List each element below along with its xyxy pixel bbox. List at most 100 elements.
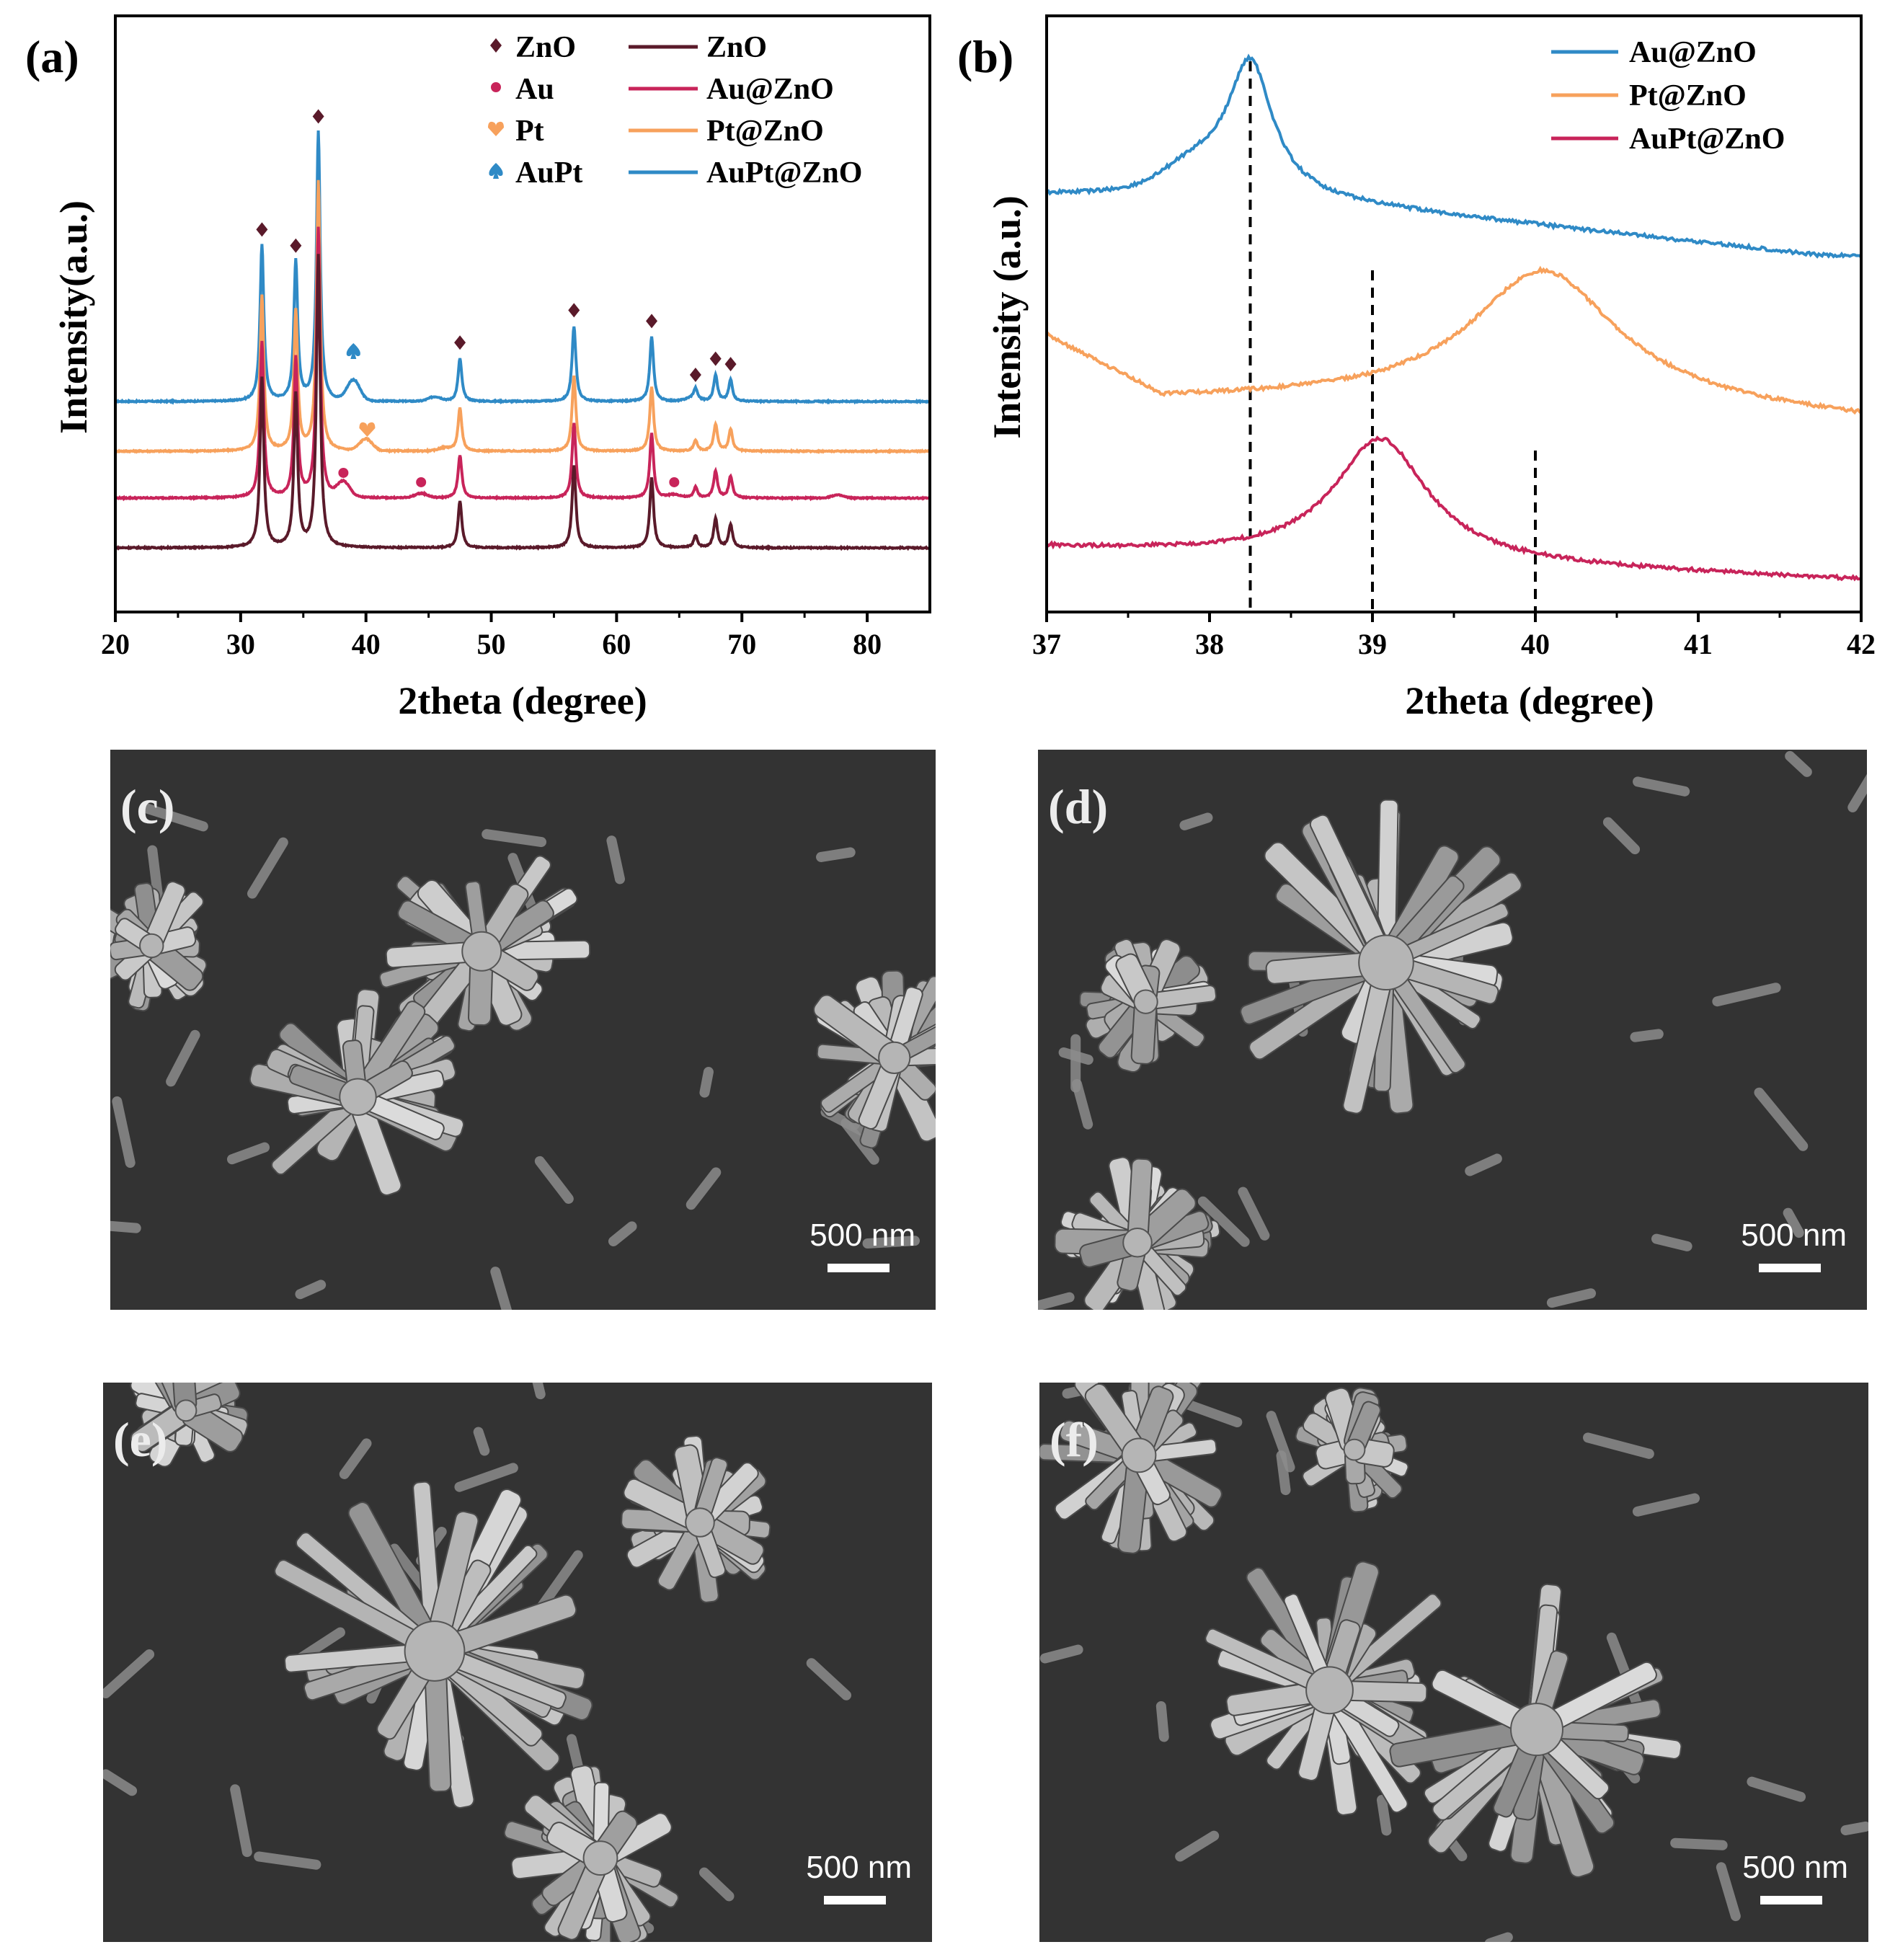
legend-marker-zno bbox=[490, 38, 502, 53]
marker-au-11 bbox=[669, 476, 680, 487]
sem-loose-rod bbox=[103, 1769, 138, 1796]
sem-loose-rod bbox=[454, 1463, 518, 1492]
panel-label-a: (a) bbox=[25, 31, 79, 82]
sem-loose-rod bbox=[1484, 1932, 1513, 1942]
sem-loose-rod bbox=[339, 1438, 372, 1479]
sem-loose-rod bbox=[1174, 1396, 1243, 1428]
sem-image-e: (e) 500 nm bbox=[103, 1383, 932, 1942]
sem-cluster-core bbox=[1133, 989, 1158, 1014]
legend-line-label: Pt@ZnO bbox=[1629, 79, 1747, 112]
legend-marker-label: ZnO bbox=[515, 31, 576, 64]
series-line-au-at-zno bbox=[1046, 53, 1863, 259]
sem-cluster-core bbox=[1122, 1227, 1153, 1258]
scale-label-d: 500 nm bbox=[1741, 1218, 1847, 1253]
sem-loose-rod bbox=[698, 1867, 735, 1902]
sem-loose-rod bbox=[1633, 776, 1690, 797]
sem-loose-rod bbox=[226, 1142, 270, 1165]
marker-zno-1 bbox=[290, 238, 302, 253]
x-tick-label-a: 50 bbox=[477, 628, 506, 660]
marker-zno-2 bbox=[312, 109, 324, 124]
sem-cluster-core bbox=[878, 1041, 911, 1074]
sem-loose-rod bbox=[534, 1156, 574, 1204]
sem-loose-rod bbox=[1630, 1029, 1664, 1042]
sem-loose-rod bbox=[606, 835, 625, 884]
sem-loose-rod bbox=[1712, 983, 1781, 1007]
sem-loose-rod bbox=[139, 802, 208, 832]
sem-loose-rod bbox=[1070, 1034, 1081, 1093]
legend-line-label: ZnO bbox=[706, 31, 767, 64]
sem-loose-rod bbox=[535, 1550, 583, 1614]
x-tick-label-a: 20 bbox=[101, 628, 130, 660]
sem-loose-rod bbox=[110, 1220, 141, 1233]
sem-cluster-core bbox=[1510, 1703, 1563, 1757]
sem-loose-rod bbox=[806, 1658, 852, 1700]
marker-zno-0 bbox=[256, 222, 268, 237]
marker-zno-6 bbox=[689, 368, 701, 383]
sem-loose-rod bbox=[490, 1267, 517, 1310]
legend-line-label: Au@ZnO bbox=[1629, 36, 1757, 69]
marker-zno-8 bbox=[724, 357, 737, 372]
series-line-aupt-at-zno bbox=[115, 130, 931, 405]
sem-loose-rod bbox=[473, 1427, 490, 1456]
sem-loose-rod bbox=[1583, 1432, 1654, 1459]
x-axis-label-b: 2theta (degree) bbox=[1405, 679, 1654, 722]
xrd-chart-a: (a) 20 30 40 50 60 70 80 2theta (degree) Inten… bbox=[25, 14, 931, 722]
sem-rods-c bbox=[110, 750, 936, 1310]
x-axis-label-a: 2theta (degree) bbox=[398, 679, 647, 722]
sem-loose-rod bbox=[112, 1096, 136, 1169]
sem-loose-rod bbox=[1197, 1196, 1250, 1247]
sem-image-d: (d) 500 nm bbox=[1038, 750, 1867, 1310]
sem-cluster-core bbox=[685, 1507, 715, 1538]
series-line-pt-at-zno bbox=[1045, 265, 1863, 415]
legend-marker-label: AuPt bbox=[515, 156, 582, 190]
sem-loose-rod bbox=[1783, 1207, 1804, 1238]
marker-au-10 bbox=[416, 476, 427, 487]
legend-line-label: Pt@ZnO bbox=[706, 115, 824, 148]
series-line-zno bbox=[115, 254, 931, 551]
sem-loose-rod bbox=[862, 1236, 920, 1249]
x-tick-label-a: 80 bbox=[853, 628, 882, 660]
sem-cluster-core bbox=[404, 1620, 466, 1682]
x-tick-label-a: 60 bbox=[602, 628, 631, 660]
legend-marker-label: Pt bbox=[515, 115, 544, 148]
marker-aupt-13 bbox=[346, 343, 360, 359]
sem-loose-rod bbox=[1670, 1837, 1728, 1850]
sem-loose-rod bbox=[686, 1167, 722, 1210]
sem-loose-rod bbox=[1747, 1776, 1806, 1802]
sem-loose-rod bbox=[147, 845, 164, 911]
sem-loose-rod bbox=[608, 1221, 637, 1247]
marker-pt-12 bbox=[359, 422, 376, 438]
sem-loose-rod bbox=[531, 1383, 546, 1400]
sem-cluster-core bbox=[1343, 1438, 1366, 1461]
sem-cluster-core bbox=[139, 933, 164, 959]
sem-cluster-core bbox=[1305, 1666, 1354, 1715]
scale-bar-e bbox=[824, 1896, 886, 1904]
sem-loose-rod bbox=[1632, 1493, 1700, 1517]
x-tick-label-b: 42 bbox=[1847, 628, 1876, 660]
sem-loose-rod bbox=[1602, 817, 1641, 855]
sem-cluster-core bbox=[1121, 1437, 1157, 1473]
sem-loose-rod bbox=[482, 829, 547, 848]
xrd-chart-b: (b) 37 38 39 40 41 42 2theta (degree) Intensi… bbox=[957, 14, 1876, 722]
scale-label-e: 500 nm bbox=[806, 1850, 912, 1885]
x-tick-label-b: 37 bbox=[1032, 628, 1061, 660]
sem-loose-rod bbox=[1376, 1794, 1392, 1836]
panel-label-b: (b) bbox=[957, 31, 1013, 82]
marker-zno-7 bbox=[709, 351, 722, 366]
series-line-pt-at-zno bbox=[114, 179, 931, 455]
legend-line-label: AuPt@ZnO bbox=[1629, 123, 1785, 156]
x-tick-label-a: 40 bbox=[352, 628, 381, 660]
x-tick-label-b: 39 bbox=[1358, 628, 1387, 660]
marker-zno-4 bbox=[568, 303, 580, 318]
legend-line-label: AuPt@ZnO bbox=[706, 156, 862, 190]
scale-bar-f bbox=[1760, 1896, 1822, 1904]
legend-b: Au@ZnO Pt@ZnO AuPt@ZnO bbox=[1551, 36, 1785, 156]
legend-marker-pt bbox=[488, 121, 504, 136]
panel-label-d: (d) bbox=[1048, 779, 1109, 834]
scale-bar-c bbox=[828, 1264, 889, 1272]
sem-cluster-core bbox=[174, 1399, 198, 1422]
sem-cluster-core bbox=[461, 931, 502, 972]
sem-loose-rod bbox=[247, 837, 288, 899]
x-tick-label-a: 30 bbox=[226, 628, 255, 660]
